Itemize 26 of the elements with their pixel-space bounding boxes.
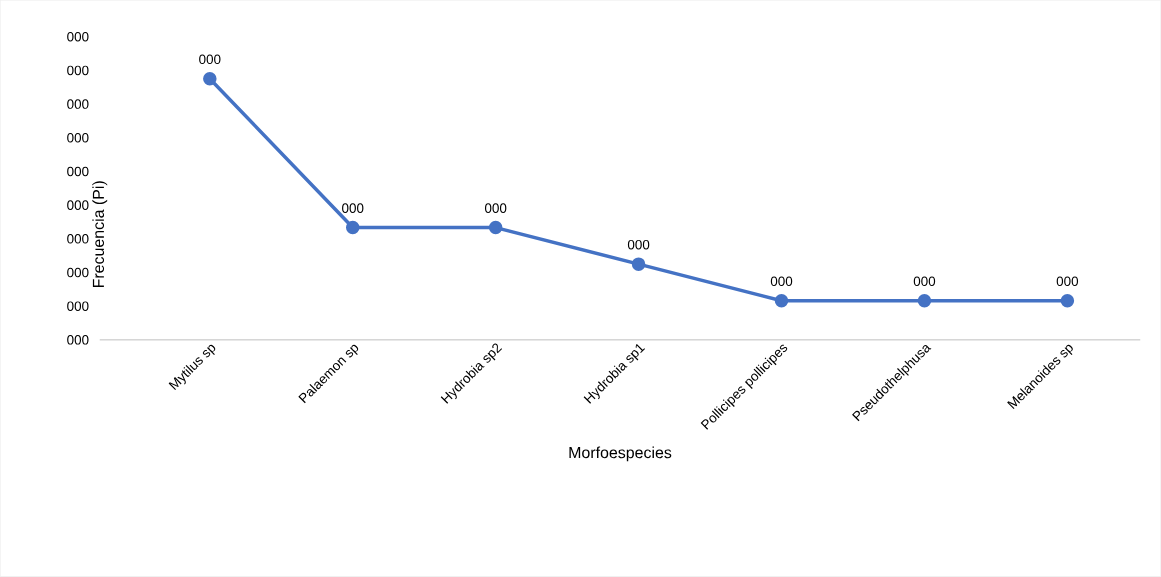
text: 000 [67, 200, 89, 211]
annotation: 000 [484, 203, 507, 214]
text: 000 [67, 166, 89, 177]
text: 000 [67, 335, 89, 345]
text: 000 [67, 301, 89, 312]
text: 000 [67, 267, 89, 278]
annotation: 000 [913, 276, 936, 287]
text: 000 [67, 32, 89, 42]
text: 000 [67, 133, 89, 143]
text: 000 [67, 99, 89, 109]
point [345, 220, 360, 235]
point [203, 72, 217, 86]
y-axis-title: Frecuencia (Pi) [92, 181, 108, 288]
text: 000 [67, 65, 89, 76]
annotation: 000 [770, 276, 793, 287]
annotation: 000 [342, 203, 364, 214]
annotation: 000 [199, 54, 221, 65]
text: 000 [67, 234, 89, 244]
point [631, 257, 646, 272]
point [1060, 294, 1075, 308]
x-axis-title: Morfoespecies [569, 446, 672, 462]
point [488, 220, 503, 235]
point [774, 294, 789, 308]
point [917, 294, 932, 308]
annotation: 000 [1056, 276, 1079, 287]
annotation: 000 [627, 240, 650, 250]
